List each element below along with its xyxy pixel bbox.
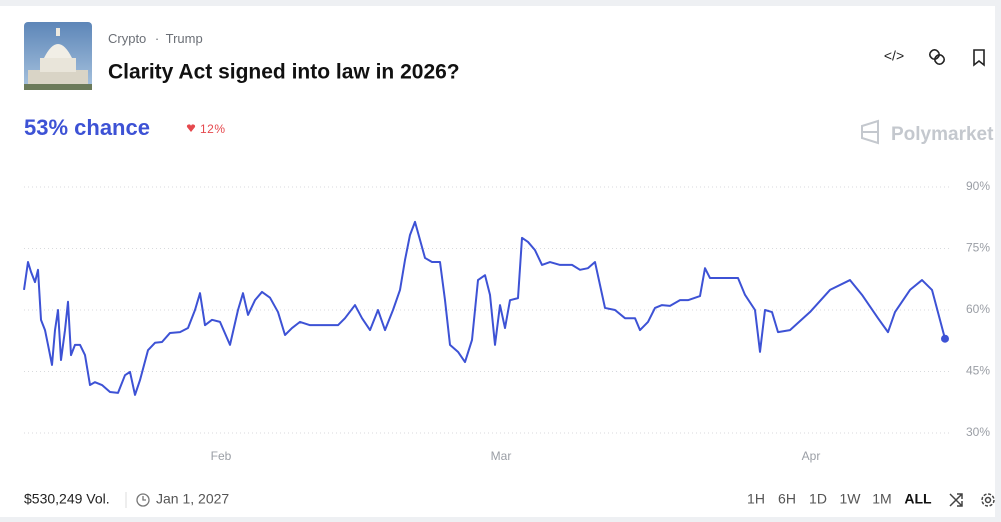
embed-button[interactable]: </> xyxy=(884,48,904,64)
change-icon xyxy=(186,124,196,132)
breadcrumb-item[interactable]: Crypto xyxy=(108,31,146,46)
settings-button[interactable] xyxy=(981,493,995,507)
range-button[interactable]: ALL xyxy=(904,491,932,507)
price-line xyxy=(23,220,946,396)
volume: $530,249 Vol. xyxy=(24,491,110,507)
card-background xyxy=(0,6,995,517)
chart: 30% 45% 60% 75% 90% Feb Mar Apr xyxy=(23,179,990,463)
range-button[interactable]: 1W xyxy=(840,491,862,507)
y-tick-label: 30% xyxy=(966,425,990,439)
chance: 53% chance xyxy=(24,115,150,140)
range-button[interactable]: 1H xyxy=(747,491,765,507)
x-tick-label: Mar xyxy=(491,449,512,463)
market-title[interactable]: Clarity Act signed into law in 2026? xyxy=(108,61,460,84)
clock-icon xyxy=(136,493,150,507)
bookmark-button[interactable] xyxy=(973,49,985,67)
last-point xyxy=(941,334,949,343)
range-button[interactable]: 1D xyxy=(809,491,827,507)
y-tick-label: 60% xyxy=(966,302,990,316)
breadcrumb: Crypto · Trump xyxy=(108,31,203,46)
svg-text:</>: </> xyxy=(884,48,904,64)
x-tick-label: Feb xyxy=(211,449,232,463)
brand: Polymarket xyxy=(891,124,994,145)
y-tick-label: 75% xyxy=(966,241,990,255)
brand-logo xyxy=(861,119,879,145)
shuffle-button[interactable] xyxy=(949,493,963,507)
thumbnail xyxy=(24,22,92,90)
link-button[interactable] xyxy=(928,48,946,66)
y-tick-label: 45% xyxy=(966,364,990,378)
change: 12% xyxy=(200,122,226,136)
range-button[interactable]: 6H xyxy=(778,491,796,507)
breadcrumb-item[interactable]: Trump xyxy=(166,31,203,46)
range-button[interactable]: 1M xyxy=(872,491,891,507)
range-selector: 1H 6H 1D 1W 1M ALL xyxy=(747,491,932,507)
x-tick-label: Apr xyxy=(802,449,821,463)
y-tick-label: 90% xyxy=(966,179,990,193)
end-date: Jan 1, 2027 xyxy=(156,491,229,507)
